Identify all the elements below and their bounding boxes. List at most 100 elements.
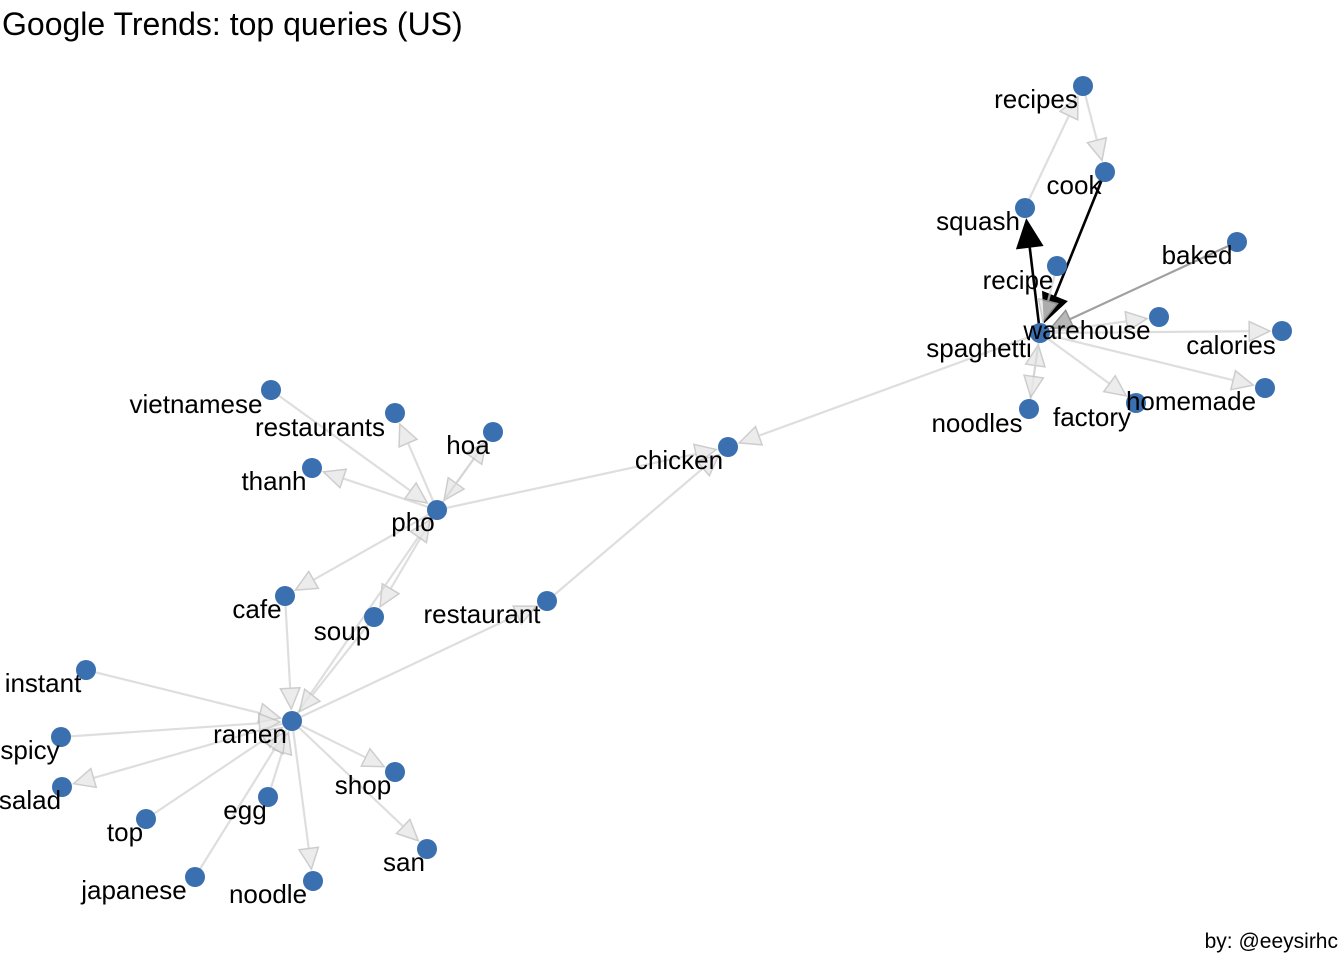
edge-arrowhead: [279, 686, 302, 711]
edge-soup-to-ramen: [298, 616, 375, 713]
edge-restaurant-to-chicken: [546, 453, 721, 602]
node-restaurant: [537, 591, 557, 611]
node-label-vietnamese: vietnamese: [130, 389, 263, 419]
edge-instant-to-ramen: [85, 668, 283, 724]
edge-arrowhead: [298, 687, 322, 713]
node-label-spicy: spicy: [0, 735, 59, 765]
node-label-restaurants: restaurants: [255, 412, 385, 442]
labels-layer: recipes cook squash baked recipe warehouse cal…: [0, 84, 1276, 909]
edge-line: [85, 668, 261, 715]
edge-spaghetti-to-chicken: [737, 331, 1041, 446]
edge-arrowhead: [464, 440, 488, 466]
edge-arrowhead: [71, 767, 98, 789]
edge-line: [342, 477, 438, 512]
node-spaghetti: [1030, 323, 1050, 343]
node-baked: [1227, 232, 1247, 252]
edge-arrowhead: [511, 605, 538, 626]
edge-pho-to-chicken: [436, 443, 718, 512]
node-label-calories: calories: [1186, 330, 1276, 360]
edge-arrowhead: [1015, 218, 1044, 250]
node-label-chicken: chicken: [635, 445, 723, 475]
node-thanh: [302, 458, 322, 478]
node-label-noodle: noodle: [229, 879, 307, 909]
edge-line: [283, 595, 292, 689]
node-label-egg: egg: [223, 795, 266, 825]
node-soup: [364, 607, 384, 627]
node-hoa: [483, 422, 503, 442]
node-label-thanh: thanh: [241, 466, 306, 496]
edge-arrowhead: [1248, 320, 1272, 343]
node-label-homemade: homemade: [1126, 386, 1256, 416]
edge-ramen-to-restaurant: [291, 605, 538, 722]
edge-arrowhead: [1086, 136, 1108, 163]
edge-arrowhead: [379, 582, 401, 609]
edge-arrowhead: [403, 481, 429, 505]
edge-line: [1039, 320, 1127, 335]
edge-pho-to-cafe: [293, 509, 438, 591]
edge-ramen-to-shop: [291, 720, 386, 768]
edge-cafe-to-ramen: [279, 595, 302, 711]
edge-arrowhead: [408, 518, 432, 544]
edge-arrowhead: [1049, 309, 1076, 329]
edge-arrowhead: [695, 453, 721, 478]
node-factory: [1126, 393, 1146, 413]
node-noodles: [1019, 399, 1039, 419]
edge-arrowhead: [1124, 310, 1149, 333]
node-warehouse: [1149, 307, 1169, 327]
nodes-layer: [51, 76, 1292, 891]
edge-arrowhead: [293, 569, 320, 591]
node-ramen: [282, 711, 302, 731]
edge-japanese-to-ramen: [194, 729, 287, 878]
node-label-baked: baked: [1162, 240, 1233, 270]
edge-line: [60, 722, 260, 739]
node-label-restaurant: restaurant: [423, 599, 541, 629]
edge-arrowhead: [395, 817, 420, 842]
node-instant: [76, 660, 96, 680]
edge-pho-to-restaurants: [398, 422, 439, 511]
edge-arrowhead: [1037, 297, 1059, 324]
edge-line: [436, 452, 697, 512]
node-label-factory: factory: [1053, 402, 1131, 432]
node-spicy: [51, 727, 71, 747]
edge-line: [546, 467, 704, 602]
node-label-cook: cook: [1047, 170, 1103, 200]
edge-line: [1053, 171, 1107, 298]
edge-arrowhead: [1058, 95, 1079, 121]
edge-arrowhead: [297, 846, 320, 871]
edge-spaghetti-to-factory: [1039, 332, 1128, 397]
edge-arrowhead: [1022, 374, 1045, 399]
node-restaurants: [385, 403, 405, 423]
edge-arrowhead: [1102, 374, 1128, 397]
edge-line: [1039, 332, 1111, 385]
edges-layer: [60, 85, 1272, 878]
node-top: [136, 809, 156, 829]
edge-line: [290, 720, 310, 849]
edge-line: [407, 442, 439, 511]
edge-arrowhead: [692, 443, 718, 465]
edge-line: [1069, 241, 1238, 321]
node-salad: [52, 777, 72, 797]
edge-line: [194, 748, 276, 878]
edge-spaghetti-to-homemade: [1039, 331, 1256, 391]
node-squash: [1015, 198, 1035, 218]
chart-title: Google Trends: top queries (US): [2, 6, 463, 42]
node-label-recipe: recipe: [983, 265, 1054, 295]
node-label-spaghetti: spaghetti: [926, 333, 1032, 363]
edge-line: [313, 509, 438, 581]
node-cook: [1095, 162, 1115, 182]
edge-line: [270, 389, 412, 492]
edge-line: [291, 720, 367, 759]
node-label-soup: soup: [314, 616, 370, 646]
node-pho: [427, 500, 447, 520]
node-noodle: [303, 871, 323, 891]
node-recipe: [1047, 256, 1067, 276]
node-label-top: top: [107, 817, 143, 847]
node-chicken: [718, 437, 738, 457]
node-vietnamese: [261, 380, 281, 400]
node-cafe: [275, 586, 295, 606]
node-label-warehouse: warehouse: [1022, 315, 1150, 345]
edge-arrowhead: [321, 468, 348, 490]
edge-arrowhead: [737, 425, 764, 446]
node-san: [417, 839, 437, 859]
edge-pho-to-thanh: [321, 468, 438, 512]
